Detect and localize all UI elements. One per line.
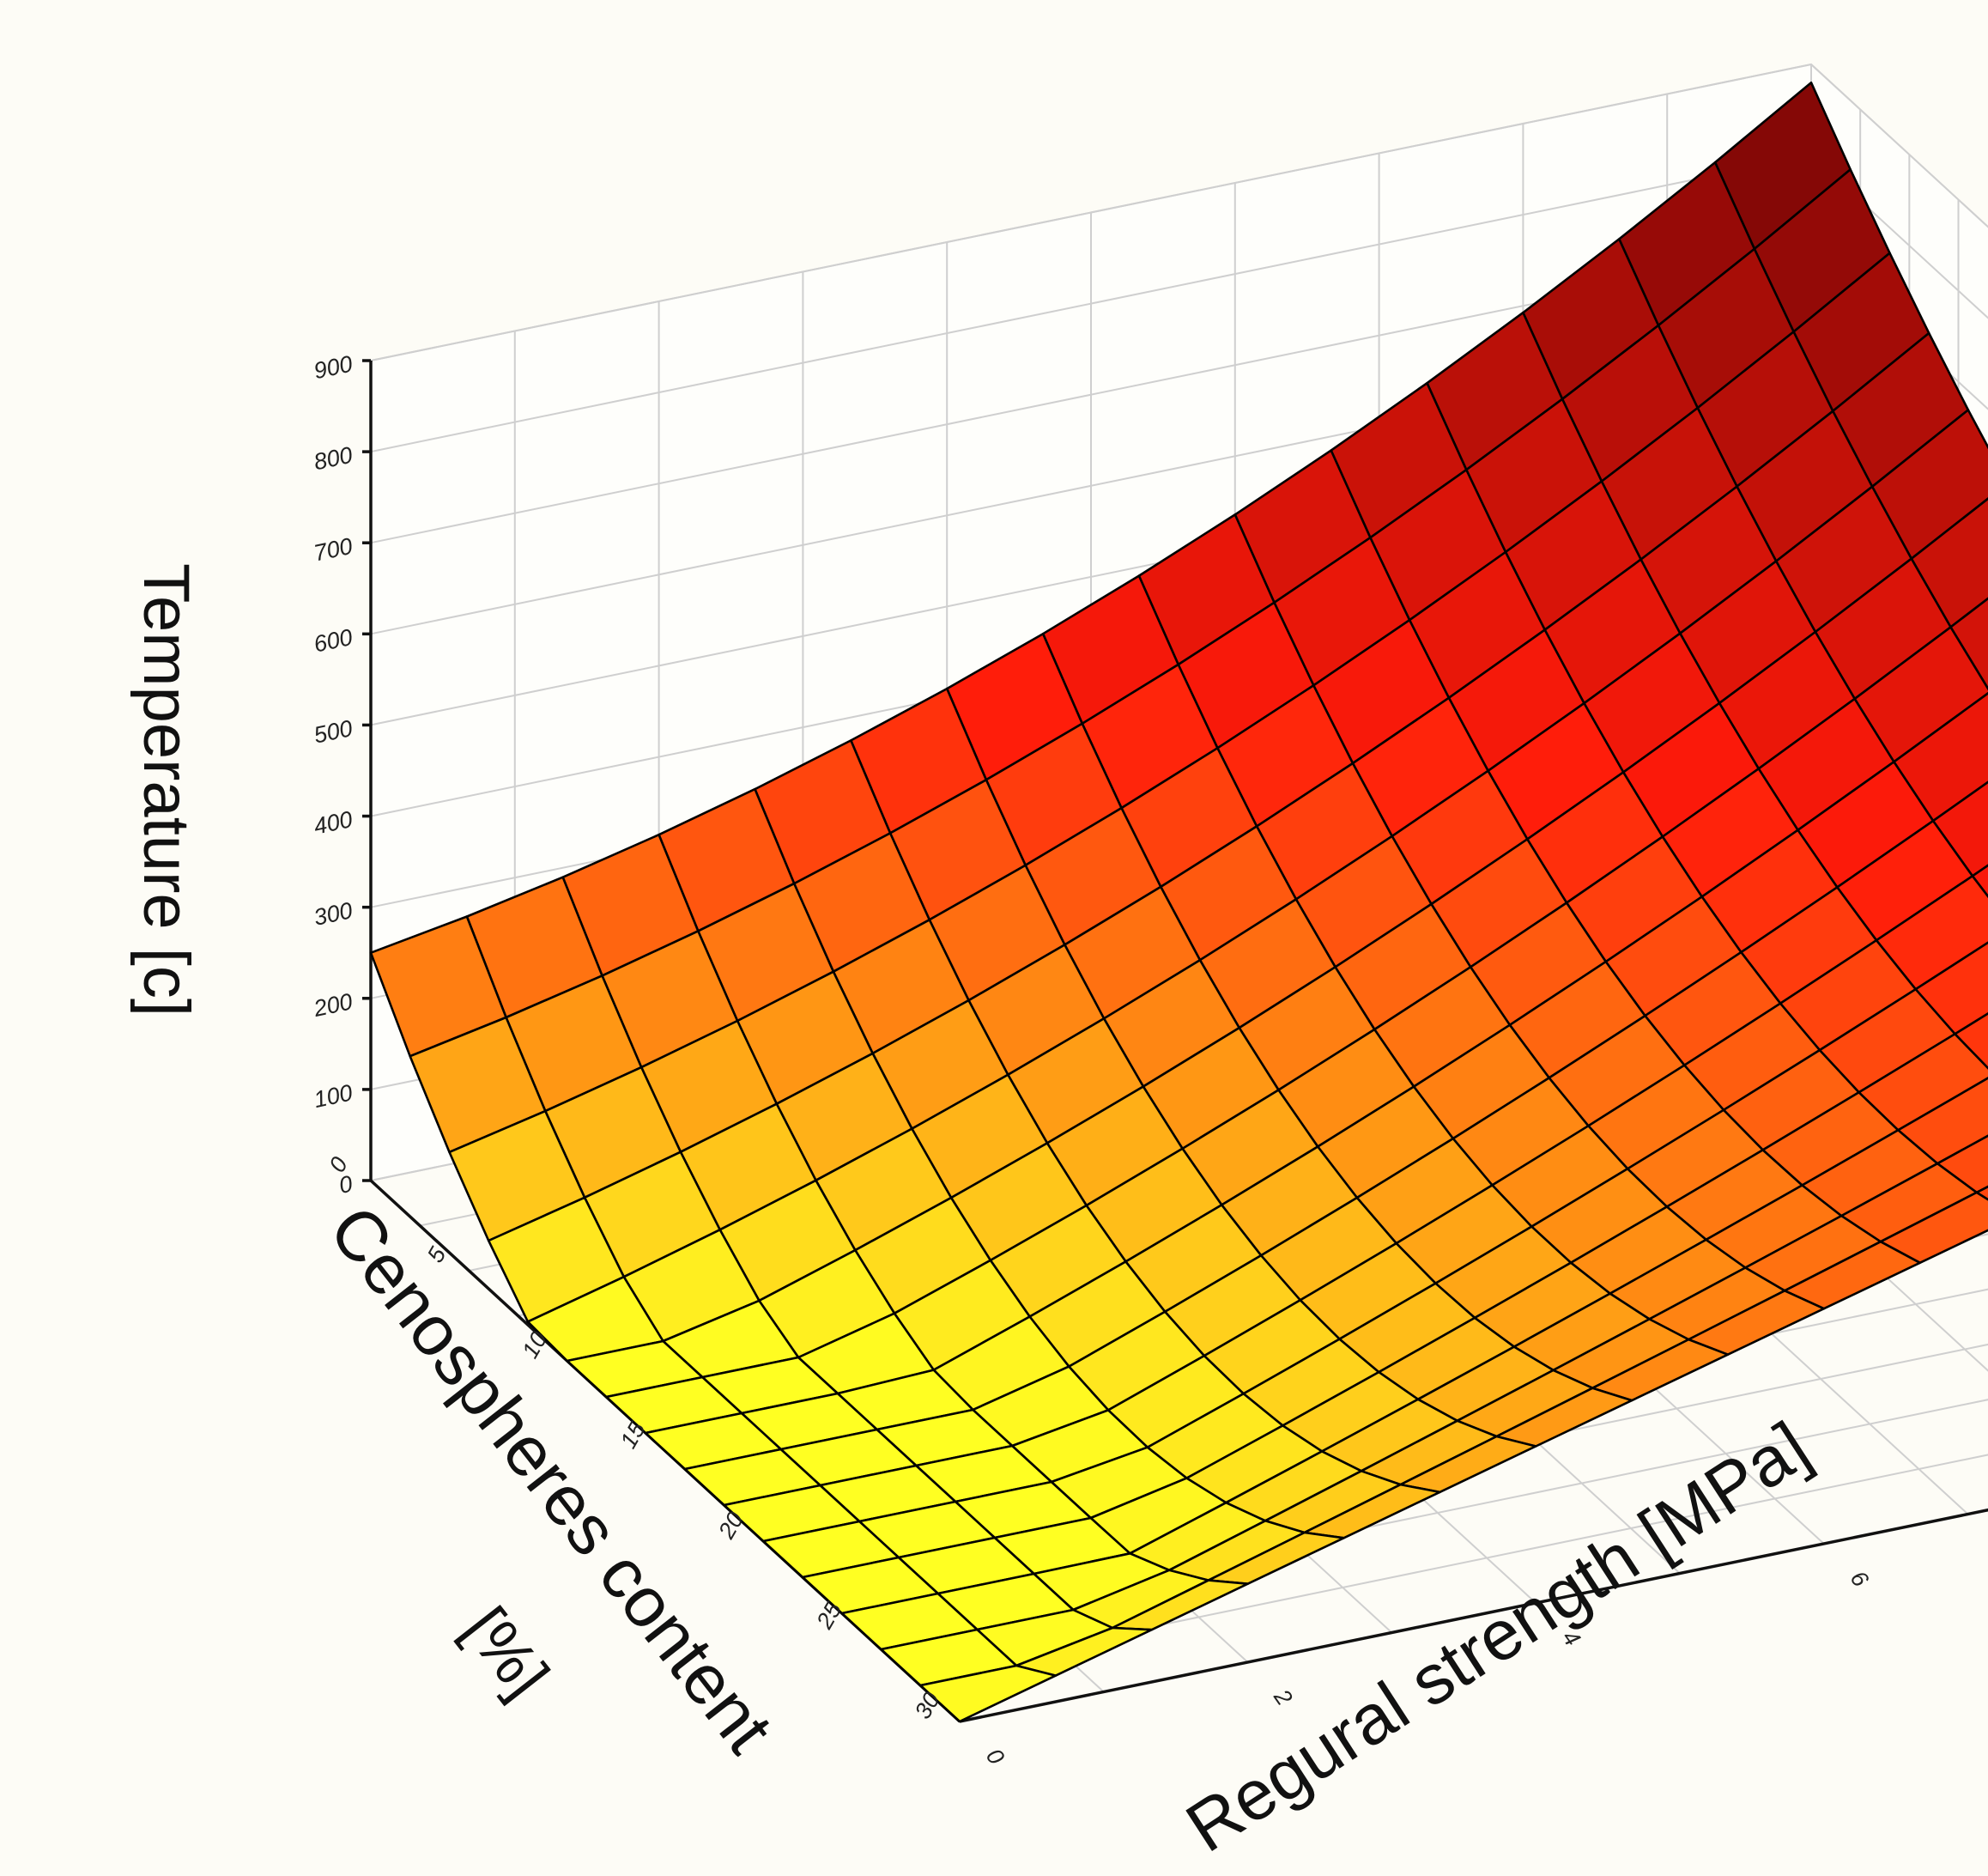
surface-patch [1975, 1185, 1988, 1201]
z-tick-label: 0 [336, 1171, 355, 1199]
surface-patch [1971, 864, 1988, 899]
y-axis-line [959, 1508, 1988, 1723]
wall-edge [370, 63, 1988, 361]
surface-layer [369, 81, 1988, 1723]
z-axis-title: Temperature [c] [130, 563, 203, 1017]
surface-patch [919, 1664, 1058, 1723]
